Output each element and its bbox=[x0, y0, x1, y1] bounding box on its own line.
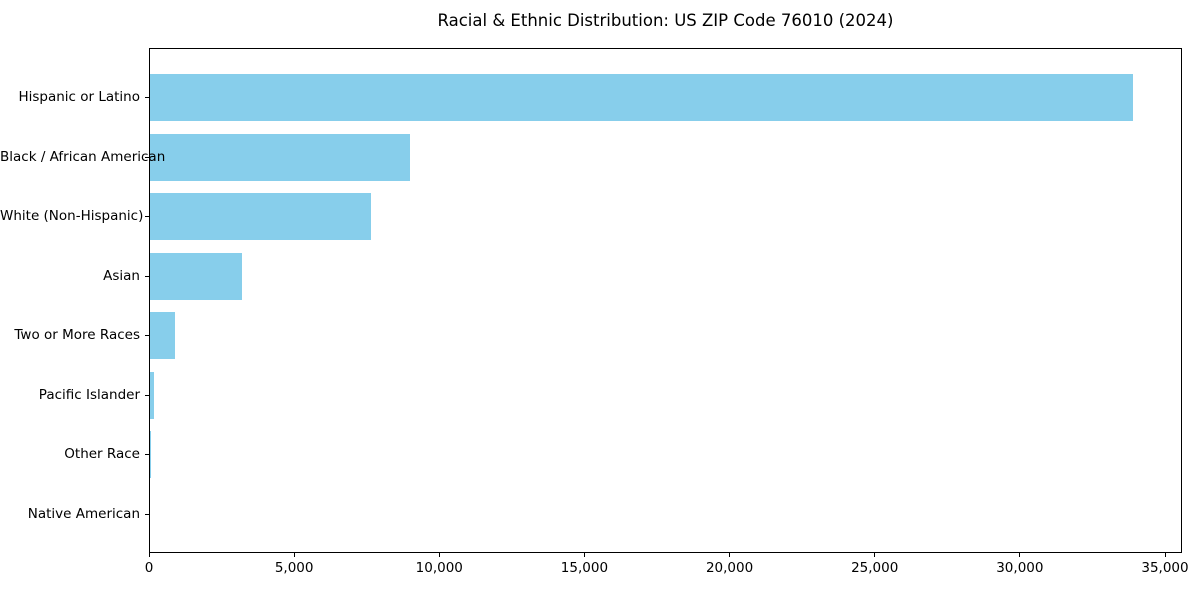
x-tick-mark bbox=[293, 553, 295, 557]
y-tick-mark bbox=[145, 513, 149, 515]
x-tick-label: 0 bbox=[144, 560, 154, 576]
x-tick-label: 5,000 bbox=[274, 560, 314, 576]
plot-area bbox=[149, 48, 1182, 553]
y-tick-label: Hispanic or Latino bbox=[18, 89, 140, 105]
y-tick-label: Black / African American bbox=[0, 148, 166, 165]
bar bbox=[150, 193, 372, 240]
y-tick-mark bbox=[145, 335, 149, 336]
x-tick-mark bbox=[438, 553, 440, 557]
x-tick-mark bbox=[1164, 553, 1166, 557]
y-tick-mark bbox=[145, 394, 149, 396]
y-tick-mark bbox=[145, 216, 149, 217]
y-tick-mark bbox=[145, 454, 149, 455]
x-tick-label: 10,000 bbox=[415, 560, 463, 576]
x-tick-label: 25,000 bbox=[851, 560, 899, 576]
x-tick-mark bbox=[1019, 553, 1021, 557]
x-tick-label: 15,000 bbox=[560, 560, 609, 576]
y-tick-label: Native American bbox=[27, 505, 140, 522]
bar bbox=[150, 312, 176, 359]
bar bbox=[150, 371, 154, 419]
y-tick-label: Pacific Islander bbox=[38, 386, 140, 403]
bar bbox=[150, 133, 411, 181]
y-tick-mark bbox=[145, 156, 149, 158]
x-tick-mark bbox=[583, 553, 585, 557]
y-tick-label: Two or More Races bbox=[14, 327, 140, 343]
x-tick-mark bbox=[729, 553, 731, 557]
x-tick-label: 20,000 bbox=[705, 560, 754, 576]
chart-title: Racial & Ethnic Distribution: US ZIP Cod… bbox=[437, 11, 894, 30]
bar bbox=[150, 74, 1134, 121]
x-tick-label: 35,000 bbox=[1141, 560, 1189, 576]
x-tick-label: 30,000 bbox=[996, 560, 1044, 576]
y-tick-label: White (Non-Hispanic) bbox=[0, 208, 144, 224]
y-tick-mark bbox=[145, 275, 149, 277]
x-tick-mark bbox=[874, 553, 876, 557]
y-tick-label: Asian bbox=[103, 267, 140, 284]
bar bbox=[150, 252, 242, 300]
y-tick-label: Other Race bbox=[64, 446, 140, 462]
x-tick-mark bbox=[148, 553, 150, 557]
y-tick-mark bbox=[145, 97, 149, 98]
